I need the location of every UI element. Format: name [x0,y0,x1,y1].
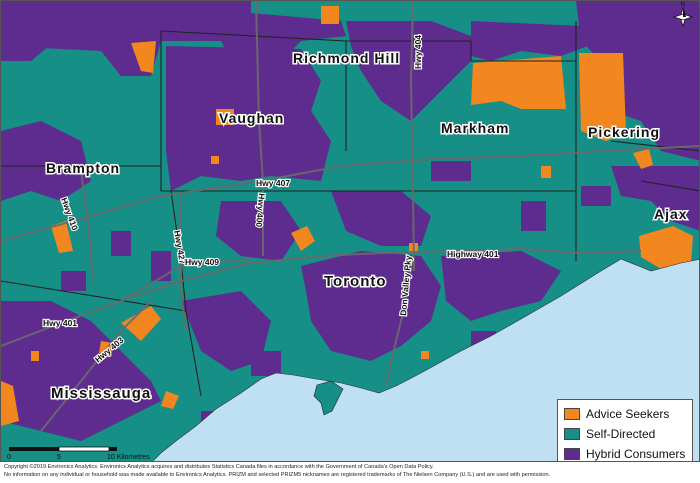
north-letter: N [681,2,685,8]
legend-swatch-hybrid [564,448,580,460]
legend-label-hybrid: Hybrid Consumers [586,447,686,461]
legend-label-self-directed: Self-Directed [586,427,656,441]
advice-patch [211,156,219,164]
hybrid-region-north-york [331,191,431,246]
advice-patch [51,221,73,253]
hybrid-speckle [151,251,171,281]
copyright-footer: Copyright ©2019 Environics Analytics. En… [4,464,698,479]
highway-400-line [255,1,264,256]
north-arrow-icon: N [672,2,694,28]
hybrid-speckle [581,186,611,206]
footer-line-1: Copyright ©2019 Environics Analytics. En… [4,464,434,470]
scale-tick-5: 5 [57,454,61,461]
scale-bar: 0 5 10 Kilometres [7,446,150,461]
toronto-islands [313,380,344,416]
advice-patch [471,56,566,109]
hybrid-region-etobicoke [181,291,271,371]
hybrid-region-mississauga [1,301,161,441]
place-label-markham: Markham [441,120,509,136]
legend-swatch-advice [564,408,580,420]
hwy-label-401-west: Hwy 401 [43,318,77,328]
boundary-line [610,140,699,152]
hybrid-speckle [431,161,471,181]
place-label-brampton: Brampton [46,160,120,176]
hybrid-region-woodbridge [216,201,301,261]
place-label-mississauga: Mississauga [51,385,151,402]
advice-patch [633,149,653,169]
advice-patch [161,391,179,409]
advice-patch [31,351,39,361]
advice-patch [131,41,156,73]
advice-patch [291,226,315,251]
hybrid-region-brampton [1,121,91,201]
advice-patch [216,109,234,125]
hybrid-speckle [61,271,86,291]
footer-line-2: No information on any individual or hous… [4,471,551,478]
highway-403-line [40,300,152,432]
advice-patch [1,381,19,426]
highway-427-line [180,196,187,332]
hwy-label-401-east: Highway 401 [447,249,499,259]
place-label-vaughan: Vaughan [219,110,284,126]
boundary-line [1,280,202,397]
hybrid-region-central-toronto [301,251,441,361]
highway-410-line [80,170,94,282]
boundary-line [470,41,576,62]
hybrid-region-pickering [611,166,699,231]
advice-patch [121,306,161,341]
place-label-toronto: Toronto [324,273,387,290]
highway-404-line [409,1,415,272]
legend-swatch-self-directed [564,428,580,440]
place-label-pickering: Pickering [588,124,660,140]
advice-patch [579,53,626,141]
hybrid-regions [1,1,699,441]
boundary-line [640,180,699,192]
legend-item-hybrid: Hybrid Consumers [564,444,686,461]
highways [1,1,699,432]
highway-401-line [1,247,642,347]
don-valley-line [385,250,415,387]
advice-patch [639,226,693,269]
advice-patch [421,351,429,359]
segment-map[interactable]: Richmond Hill Vaughan Markham Pickering … [0,0,700,462]
advice-patch [541,166,551,178]
hwy-label-404: Hwy 404 [413,35,423,69]
hybrid-region-richmond-hill [346,21,471,121]
place-label-richmond-hill: Richmond Hill [293,50,400,66]
highway-407-line [1,145,699,242]
legend-item-advice-seekers: Advice Seekers [564,404,686,424]
map-canvas: Richmond Hill Vaughan Markham Pickering … [1,1,699,461]
map-legend: Advice Seekers Self-Directed Hybrid Cons… [557,399,693,461]
hybrid-region-north-east [576,1,699,161]
legend-item-self-directed: Self-Directed [564,424,686,444]
advice-seekers-patches [1,6,693,426]
scale-tick-10: 10 Kilometres [107,454,150,461]
hybrid-speckle [251,351,281,376]
hybrid-region-markham [471,21,601,61]
place-label-ajax: Ajax [654,206,688,222]
hwy-label-407: Hwy 407 [256,178,290,188]
hybrid-speckle [111,231,131,256]
advice-patch [321,6,339,24]
hybrid-speckle [521,201,546,231]
hybrid-region-scarborough [441,251,561,321]
legend-label-advice: Advice Seekers [586,407,670,421]
hwy-label-400: Hwy 400 [254,193,267,228]
hwy-label-409: Hwy 409 [185,257,219,267]
scale-tick-0: 0 [7,454,11,461]
hybrid-region-vaughan [166,46,331,191]
hybrid-region-west [1,1,121,61]
